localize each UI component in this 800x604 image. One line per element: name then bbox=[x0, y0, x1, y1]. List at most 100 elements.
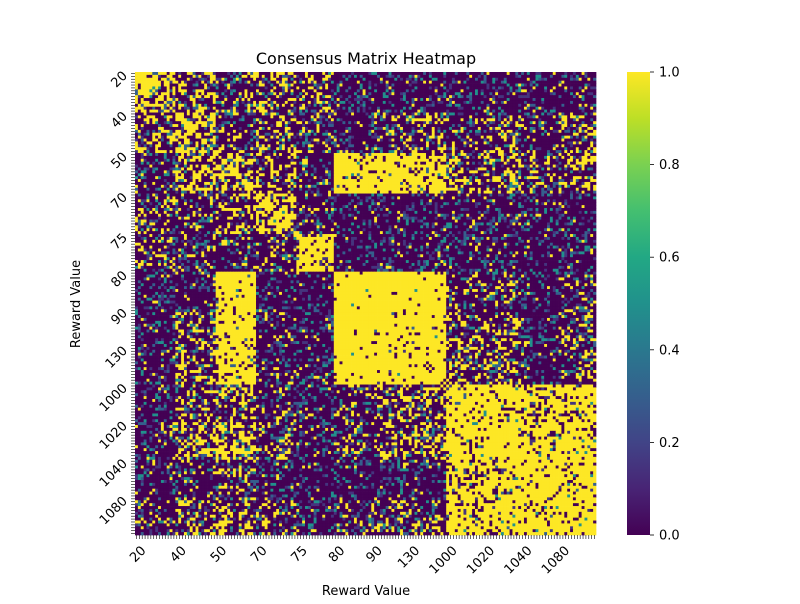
heatmap-cell bbox=[524, 72, 527, 75]
heatmap-cell bbox=[239, 124, 242, 127]
heatmap-cell bbox=[184, 92, 187, 95]
heatmap-cell bbox=[501, 101, 504, 104]
heatmap-cell bbox=[579, 78, 582, 81]
heatmap-cell bbox=[167, 127, 170, 130]
heatmap-cell bbox=[579, 130, 582, 133]
heatmap-cell bbox=[573, 150, 576, 153]
heatmap-cell bbox=[259, 130, 262, 133]
heatmap-cell bbox=[360, 107, 363, 110]
heatmap-cell bbox=[406, 139, 409, 142]
heatmap-cell bbox=[587, 81, 590, 84]
heatmap-cell bbox=[354, 101, 357, 104]
heatmap-cell bbox=[484, 107, 487, 110]
heatmap-cell bbox=[463, 136, 466, 139]
heatmap-cell bbox=[501, 118, 504, 121]
heatmap-cell bbox=[380, 110, 383, 113]
heatmap-cell bbox=[440, 92, 443, 95]
heatmap-cell bbox=[400, 150, 403, 153]
heatmap-cell bbox=[550, 147, 553, 150]
heatmap-cell bbox=[351, 92, 354, 95]
heatmap-cell bbox=[161, 107, 164, 110]
heatmap-cell bbox=[357, 121, 360, 124]
heatmap-cell bbox=[377, 101, 380, 104]
heatmap-cell bbox=[331, 75, 334, 78]
heatmap-cell bbox=[250, 124, 253, 127]
heatmap-cell bbox=[498, 95, 501, 98]
heatmap-cell bbox=[590, 127, 593, 130]
heatmap-cell bbox=[553, 136, 556, 139]
heatmap-cell bbox=[268, 156, 271, 159]
heatmap-cell bbox=[559, 104, 562, 107]
heatmap-cell bbox=[236, 133, 239, 136]
heatmap-cell bbox=[190, 113, 193, 116]
heatmap-cell bbox=[587, 136, 590, 139]
heatmap-cell bbox=[285, 153, 288, 156]
heatmap-cell bbox=[247, 95, 250, 98]
heatmap-cell bbox=[530, 141, 533, 144]
heatmap-cell bbox=[181, 81, 184, 84]
heatmap-cell bbox=[391, 89, 394, 92]
heatmap-cell bbox=[308, 150, 311, 153]
heatmap-cell bbox=[193, 159, 196, 162]
heatmap-cell bbox=[239, 98, 242, 101]
heatmap-cell bbox=[242, 92, 245, 95]
heatmap-cell bbox=[530, 115, 533, 118]
heatmap-cell bbox=[363, 156, 366, 159]
heatmap-cell bbox=[472, 118, 475, 121]
heatmap-cell bbox=[481, 159, 484, 162]
heatmap-cell bbox=[446, 72, 449, 75]
heatmap-cell bbox=[239, 147, 242, 150]
heatmap-cell bbox=[541, 81, 544, 84]
heatmap-cell bbox=[423, 84, 426, 87]
heatmap-cell bbox=[268, 127, 271, 130]
heatmap-cell bbox=[342, 81, 345, 84]
heatmap-cell bbox=[366, 127, 369, 130]
heatmap-cell bbox=[244, 144, 247, 147]
heatmap-cell bbox=[559, 147, 562, 150]
heatmap-cell bbox=[348, 75, 351, 78]
heatmap-cell bbox=[550, 81, 553, 84]
heatmap-cell bbox=[239, 136, 242, 139]
heatmap-cell bbox=[354, 153, 357, 156]
heatmap-cell bbox=[167, 130, 170, 133]
heatmap-cell bbox=[319, 86, 322, 89]
heatmap-cell bbox=[414, 144, 417, 147]
heatmap-cell bbox=[584, 84, 587, 87]
heatmap-cell bbox=[489, 136, 492, 139]
heatmap-cell bbox=[553, 75, 556, 78]
heatmap-cell bbox=[394, 107, 397, 110]
heatmap-cell bbox=[403, 159, 406, 162]
heatmap-cell bbox=[175, 136, 178, 139]
heatmap-cell bbox=[530, 136, 533, 139]
heatmap-cell bbox=[282, 104, 285, 107]
heatmap-cell bbox=[435, 98, 438, 101]
heatmap-cell bbox=[282, 130, 285, 133]
heatmap-cell bbox=[374, 130, 377, 133]
heatmap-cell bbox=[342, 98, 345, 101]
heatmap-cell bbox=[481, 115, 484, 118]
heatmap-cell bbox=[354, 127, 357, 130]
heatmap-cell bbox=[582, 136, 585, 139]
heatmap-cell bbox=[268, 84, 271, 87]
heatmap-cell bbox=[213, 153, 216, 156]
heatmap-cell bbox=[308, 153, 311, 156]
heatmap-cell bbox=[590, 156, 593, 159]
heatmap-cell bbox=[544, 107, 547, 110]
heatmap-cell bbox=[515, 139, 518, 142]
heatmap-cell bbox=[204, 124, 207, 127]
heatmap-cell bbox=[438, 144, 441, 147]
heatmap-cell bbox=[409, 86, 412, 89]
heatmap-cell bbox=[164, 139, 167, 142]
heatmap-cell bbox=[141, 124, 144, 127]
heatmap-cell bbox=[250, 118, 253, 121]
heatmap-cell bbox=[409, 81, 412, 84]
heatmap-cell bbox=[276, 121, 279, 124]
heatmap-cell bbox=[256, 118, 259, 121]
heatmap-cell bbox=[386, 150, 389, 153]
heatmap-cell bbox=[340, 86, 343, 89]
heatmap-cell bbox=[279, 78, 282, 81]
heatmap-cell bbox=[567, 81, 570, 84]
heatmap-cell bbox=[380, 156, 383, 159]
heatmap-cell bbox=[288, 130, 291, 133]
heatmap-cell bbox=[354, 72, 357, 75]
